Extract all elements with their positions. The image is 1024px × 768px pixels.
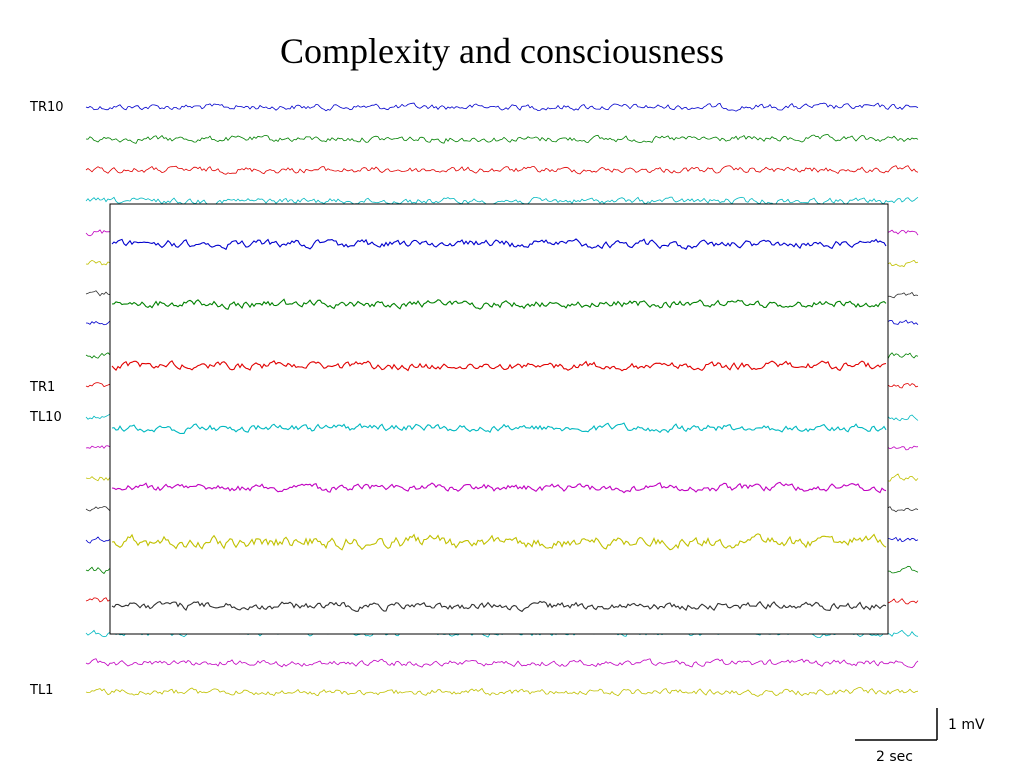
slide-title: Complexity and consciousness <box>280 31 724 71</box>
channel-label-tr1: TR1 <box>30 380 56 395</box>
background-trace <box>85 686 919 697</box>
inset-trace <box>111 360 887 372</box>
inset-trace <box>111 238 887 251</box>
inset-trace <box>111 481 887 494</box>
channel-label-tr10: TR10 <box>30 100 64 115</box>
inset-trace <box>111 533 887 551</box>
background-trace <box>85 165 919 175</box>
background-trace <box>85 658 919 669</box>
time-scale-label: 2 sec <box>876 749 913 765</box>
background-trace <box>85 102 919 112</box>
background-trace <box>85 196 919 206</box>
background-trace <box>85 134 919 144</box>
amplitude-scale-label: 1 mV <box>948 717 985 733</box>
inset-trace <box>111 422 887 435</box>
channel-label-tl10: TL10 <box>30 410 62 425</box>
inset-eeg-traces <box>111 238 887 613</box>
inset-trace <box>111 298 887 310</box>
channel-label-tl1: TL1 <box>30 683 54 698</box>
inset-panel <box>109 203 889 635</box>
inset-trace <box>111 600 887 613</box>
